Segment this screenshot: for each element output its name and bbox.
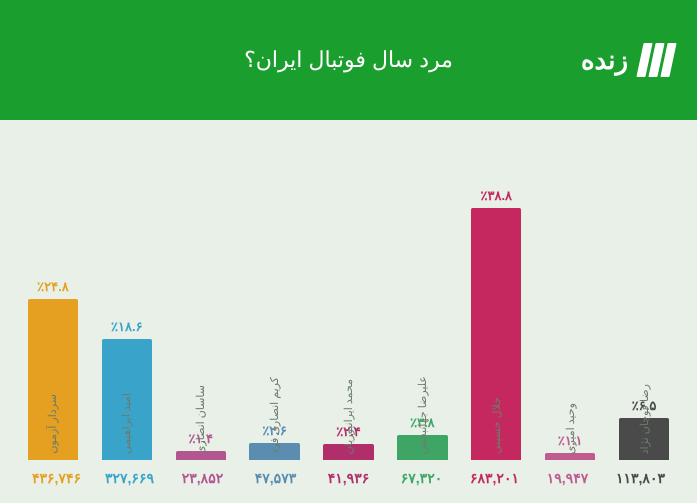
bar-slot: ٪۳.۸علیرضا جهانبخش <box>387 160 457 460</box>
bar-value-label: ۴۱,۹۳۶ <box>312 470 385 487</box>
bar-name-label: محمد ایرانپوریان <box>342 379 355 454</box>
header-bar: زنده مرد سال فوتبال ایران؟ <box>0 0 697 120</box>
bar-value-label: ۶۸۳,۲۰۱ <box>458 470 531 487</box>
bar-slot: ٪۲.۶کریم انصاری فرد <box>240 160 310 460</box>
bar-value-label: ۲۳,۸۵۲ <box>166 470 239 487</box>
bar-value-label: ۱۱۳,۸۰۳ <box>604 470 677 487</box>
bar-slot: ٪۶.۵رضا قوچان نژاد <box>609 160 679 460</box>
bar-value-label: ۴۳۶,۷۴۶ <box>20 470 93 487</box>
bar-slot: ٪۳۸.۸ جلال حسینی <box>461 160 531 460</box>
bar-name-label: علیرضا جهانبخش <box>416 376 429 454</box>
bar-value-label: ۳۲۷,۶۶۹ <box>93 470 166 487</box>
bar-name-label: امید ابراهیمی <box>120 393 133 454</box>
bars-container: ٪۲۴.۸ سردار آزمون ٪۱۸.۶ امید ابراهیمی ٪۱.۴سا… <box>18 160 679 460</box>
bar-name-label: ساسان انصاری <box>194 385 207 454</box>
chart-area: ٪۲۴.۸ سردار آزمون ٪۱۸.۶ امید ابراهیمی ٪۱.۴سا… <box>0 120 697 503</box>
bar-percent-label: ٪۲۴.۸ <box>37 279 69 295</box>
bar-slot: ٪۲۴.۸ سردار آزمون <box>18 160 88 460</box>
bar-value-label: ۱۹,۹۴۷ <box>531 470 604 487</box>
channel-logo-icon <box>640 43 673 77</box>
bar-name-label: جلال حسینی <box>490 397 503 454</box>
bar-slot: ٪۲.۴محمد ایرانپوریان <box>314 160 384 460</box>
bar-percent-label: ٪۱۸.۶ <box>111 319 143 335</box>
live-text: زنده <box>581 45 628 76</box>
bar-value-label: ۶۷,۳۲۰ <box>385 470 458 487</box>
bar-name-label: وحید امیری <box>564 403 577 454</box>
bar-slot: ٪۱.۱وحید امیری <box>535 160 605 460</box>
live-badge: زنده <box>581 43 673 77</box>
bar-slot: ٪۱.۴ساسان انصاری <box>166 160 236 460</box>
bar-percent-label: ٪۳۸.۸ <box>481 188 513 204</box>
bar-value-label: ۴۷,۵۷۳ <box>239 470 312 487</box>
values-row: ۴۳۶,۷۴۶۳۲۷,۶۶۹۲۳,۸۵۲۴۷,۵۷۳۴۱,۹۳۶۶۷,۳۲۰۶۸… <box>18 470 679 487</box>
bar-slot: ٪۱۸.۶ امید ابراهیمی <box>92 160 162 460</box>
bar-name-label: کریم انصاری فرد <box>268 377 281 454</box>
chart-title: مرد سال فوتبال ایران؟ <box>244 47 453 73</box>
bar-name-label: رضا قوچان نژاد <box>638 384 651 454</box>
bar-name-label: سردار آزمون <box>46 394 59 454</box>
